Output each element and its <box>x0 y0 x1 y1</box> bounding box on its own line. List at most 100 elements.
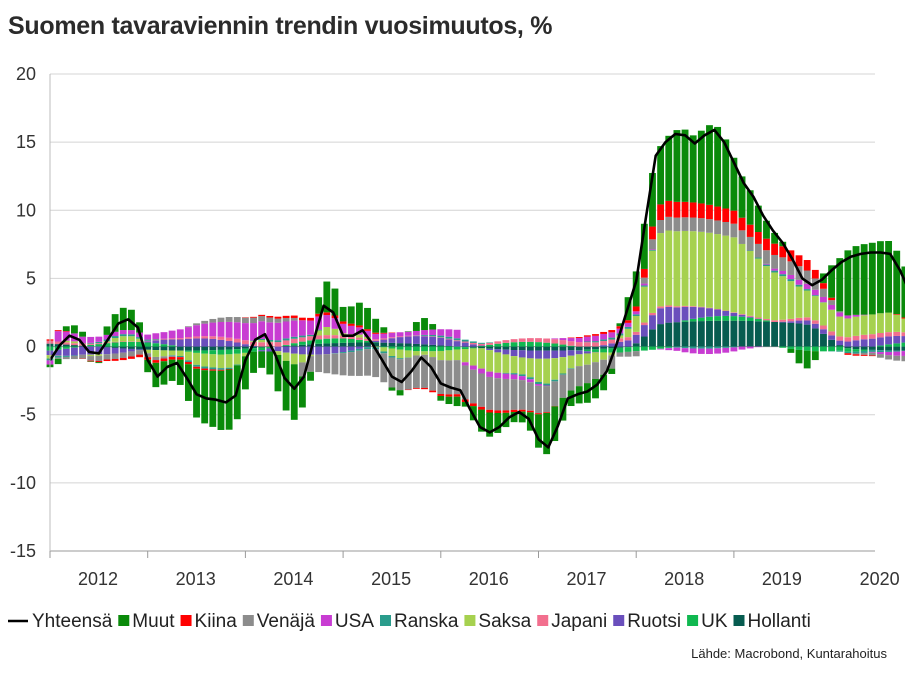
bar-segment <box>103 346 111 348</box>
bar-segment <box>79 346 86 355</box>
legend-label: Venäjä <box>257 611 316 632</box>
bar-segment <box>803 289 811 291</box>
bar-segment <box>787 348 795 353</box>
bar-segment <box>176 350 184 356</box>
bar-segment <box>396 359 404 391</box>
bar-segment <box>844 337 852 342</box>
bar-segment <box>575 346 583 351</box>
bar-segment <box>461 339 469 342</box>
bar-segment <box>616 352 624 357</box>
bar-segment <box>714 316 722 321</box>
bar-segment <box>868 338 876 347</box>
bar-segment <box>445 394 453 397</box>
bar-segment <box>119 334 127 337</box>
bar-segment <box>518 376 526 381</box>
bar-segment <box>600 352 608 360</box>
bar-segment <box>795 349 803 364</box>
bar-segment <box>502 354 510 373</box>
bar-segment <box>600 331 608 334</box>
bar-segment <box>860 334 868 340</box>
bar-segment <box>355 325 363 328</box>
bar-segment <box>608 330 616 333</box>
bar-segment <box>298 341 306 345</box>
bar-segment <box>282 352 290 361</box>
bar-segment <box>193 366 200 369</box>
bar-segment <box>860 339 868 347</box>
bar-segment <box>307 336 314 341</box>
bar-segment <box>396 349 404 359</box>
bar-segment <box>836 350 844 352</box>
bar-segment <box>364 342 371 347</box>
legend-swatch <box>733 615 745 626</box>
bar-segment <box>738 316 746 321</box>
x-tick-label: 2012 <box>78 569 118 589</box>
bar-segment <box>486 376 494 410</box>
x-tick-label: 2015 <box>371 569 411 589</box>
bar-segment <box>250 351 257 373</box>
bar-segment <box>722 315 730 321</box>
bar-segment <box>421 344 428 347</box>
bar-segment <box>111 341 119 343</box>
bar-segment <box>282 321 290 339</box>
bar-segment <box>600 345 608 347</box>
bar-segment <box>689 306 697 307</box>
source-note: Lähde: Macrobond, Kuntarahoitus <box>691 646 887 661</box>
bar-segment <box>388 338 396 343</box>
bar-segment <box>673 231 681 307</box>
bar-segment <box>421 336 428 345</box>
legend-item: USA <box>320 611 374 632</box>
bar-segment <box>258 321 266 339</box>
bar-segment <box>168 355 176 356</box>
bar-segment <box>388 348 396 357</box>
bar-segment <box>803 270 811 284</box>
bar-segment <box>54 358 62 365</box>
bar-segment <box>795 317 803 321</box>
bar-segment <box>274 346 282 352</box>
bar-segment <box>583 383 591 403</box>
legend-item: Ruotsi <box>613 611 681 632</box>
bar-segment <box>820 283 827 289</box>
bar-segment <box>87 360 95 362</box>
bar-segment <box>201 338 209 347</box>
bar-segment <box>803 350 811 369</box>
bar-segment <box>657 308 665 325</box>
bar-segment <box>901 351 905 356</box>
bar-segment <box>616 347 624 353</box>
x-tick-label: 2020 <box>860 569 900 589</box>
bar-segment <box>380 342 388 347</box>
y-tick-label: 10 <box>16 200 36 220</box>
bar-segment <box>567 346 575 351</box>
bar-segment <box>152 356 160 361</box>
bar-segment <box>225 346 233 350</box>
bar-segment <box>62 331 70 332</box>
bar-segment <box>103 347 111 355</box>
bar-segment <box>583 353 591 365</box>
bar-segment <box>885 350 893 352</box>
bar-segment <box>396 343 404 347</box>
bar-segment <box>893 331 901 336</box>
bar-segment <box>689 348 697 354</box>
bar-segment <box>624 346 632 348</box>
bar-segment <box>87 342 95 344</box>
bar-segment <box>111 338 119 342</box>
bar-segment <box>640 285 648 287</box>
legend-item: Kiina <box>180 611 237 632</box>
legend-item: Yhteensä <box>8 611 113 632</box>
bar-segment <box>632 311 640 315</box>
bar-segment <box>388 342 396 347</box>
legend-item: Japani <box>537 611 607 632</box>
bar-segment <box>852 353 860 355</box>
bar-segment <box>380 327 388 333</box>
bar-segment <box>201 323 209 337</box>
bar-segment <box>885 332 893 337</box>
bar-segment <box>274 342 282 347</box>
bar-segment <box>87 354 95 357</box>
bar-segment <box>811 351 819 361</box>
bar-segment <box>396 332 404 337</box>
bar-segment <box>241 323 249 341</box>
bar-segment <box>290 338 298 344</box>
bar-segment <box>380 346 388 348</box>
legend-swatch <box>242 615 254 626</box>
bar-segment <box>535 350 542 359</box>
bar-segment <box>795 346 803 350</box>
